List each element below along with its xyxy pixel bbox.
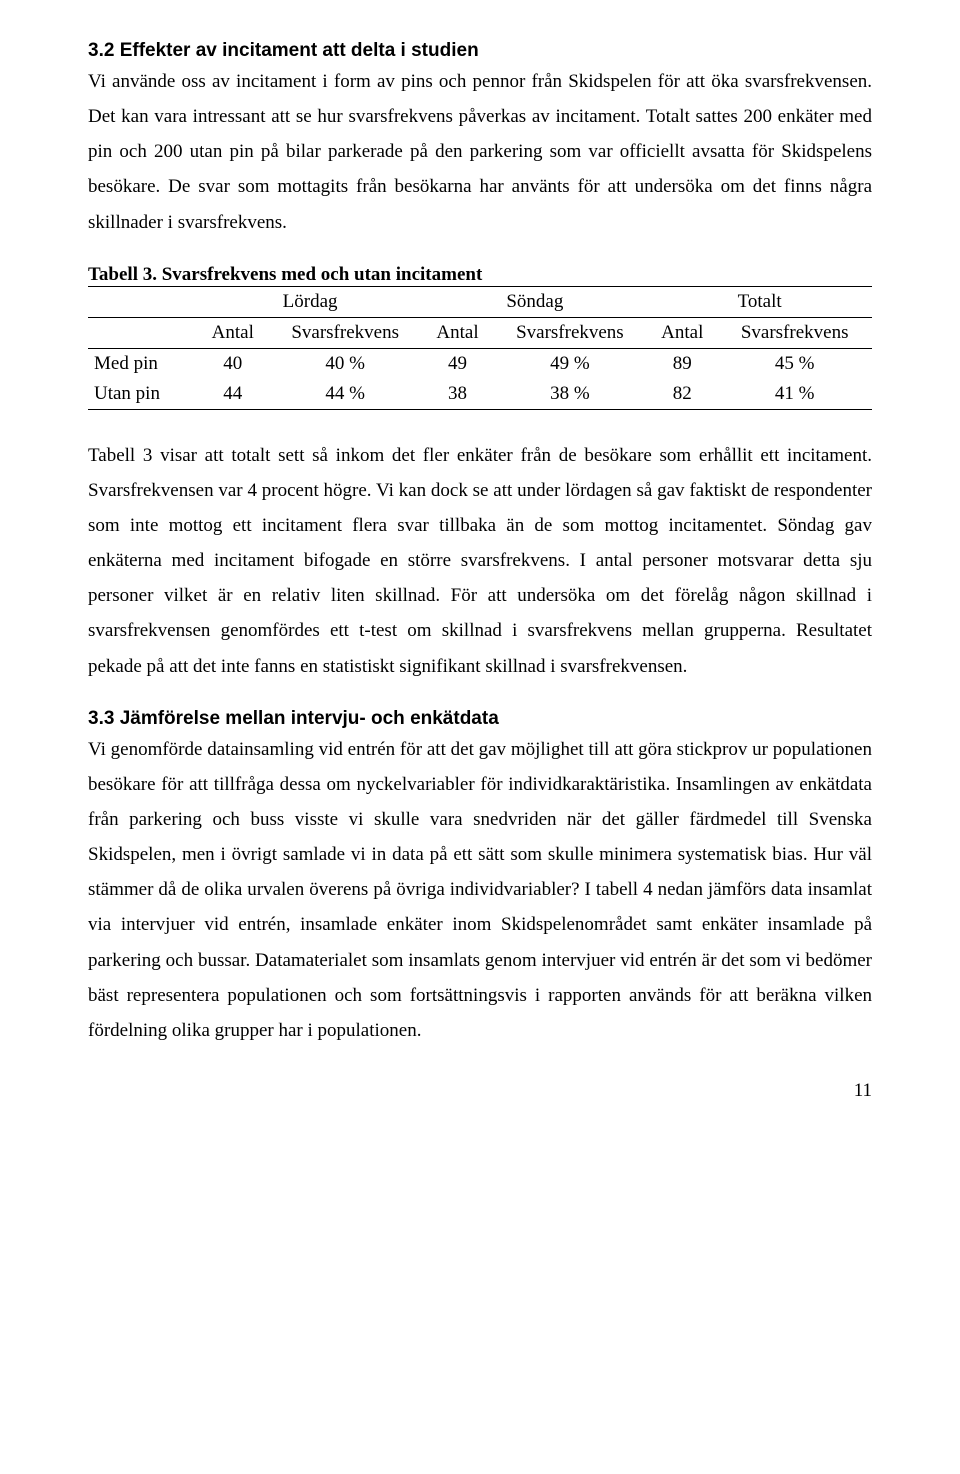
table-cell: Antal xyxy=(647,317,717,348)
section-heading-3-3: 3.3 Jämförelse mellan intervju- och enkä… xyxy=(88,708,872,730)
table-3: Lördag Söndag Totalt Antal Svarsfrekvens… xyxy=(88,286,872,410)
table-group-header-row: Lördag Söndag Totalt xyxy=(88,286,872,317)
table-cell: Svarsfrekvens xyxy=(717,317,872,348)
table-cell: 44 xyxy=(198,379,268,410)
table-cell: 41 % xyxy=(717,379,872,410)
table-cell: 89 xyxy=(647,348,717,379)
table-cell xyxy=(88,286,198,317)
page-number: 11 xyxy=(88,1080,872,1102)
table-cell: 82 xyxy=(647,379,717,410)
table-cell: Söndag xyxy=(422,286,647,317)
table-cell: 38 xyxy=(422,379,492,410)
table-cell xyxy=(88,317,198,348)
table-cell: 38 % xyxy=(493,379,648,410)
table-cell: 45 % xyxy=(717,348,872,379)
paragraph-after-table: Tabell 3 visar att totalt sett så inkom … xyxy=(88,438,872,684)
table-cell: 49 xyxy=(422,348,492,379)
table-cell: 44 % xyxy=(268,379,423,410)
table-row-label: Utan pin xyxy=(88,379,198,410)
section-heading-3-2: 3.2 Effekter av incitament att delta i s… xyxy=(88,40,872,62)
table-3-caption: Tabell 3. Svarsfrekvens med och utan inc… xyxy=(88,264,872,286)
table-cell: Svarsfrekvens xyxy=(493,317,648,348)
table-row-label: Med pin xyxy=(88,348,198,379)
paragraph-3-2: Vi använde oss av incitament i form av p… xyxy=(88,64,872,240)
table-col-header-row: Antal Svarsfrekvens Antal Svarsfrekvens … xyxy=(88,317,872,348)
table-row: Utan pin 44 44 % 38 38 % 82 41 % xyxy=(88,379,872,410)
table-cell: Totalt xyxy=(647,286,872,317)
table-cell: 40 xyxy=(198,348,268,379)
table-cell: Antal xyxy=(422,317,492,348)
table-row: Med pin 40 40 % 49 49 % 89 45 % xyxy=(88,348,872,379)
table-cell: Svarsfrekvens xyxy=(268,317,423,348)
document-page: 3.2 Effekter av incitament att delta i s… xyxy=(0,0,960,1142)
table-cell: Lördag xyxy=(198,286,423,317)
paragraph-3-3: Vi genomförde datainsamling vid entrén f… xyxy=(88,732,872,1048)
table-cell: 40 % xyxy=(268,348,423,379)
table-cell: 49 % xyxy=(493,348,648,379)
table-cell: Antal xyxy=(198,317,268,348)
